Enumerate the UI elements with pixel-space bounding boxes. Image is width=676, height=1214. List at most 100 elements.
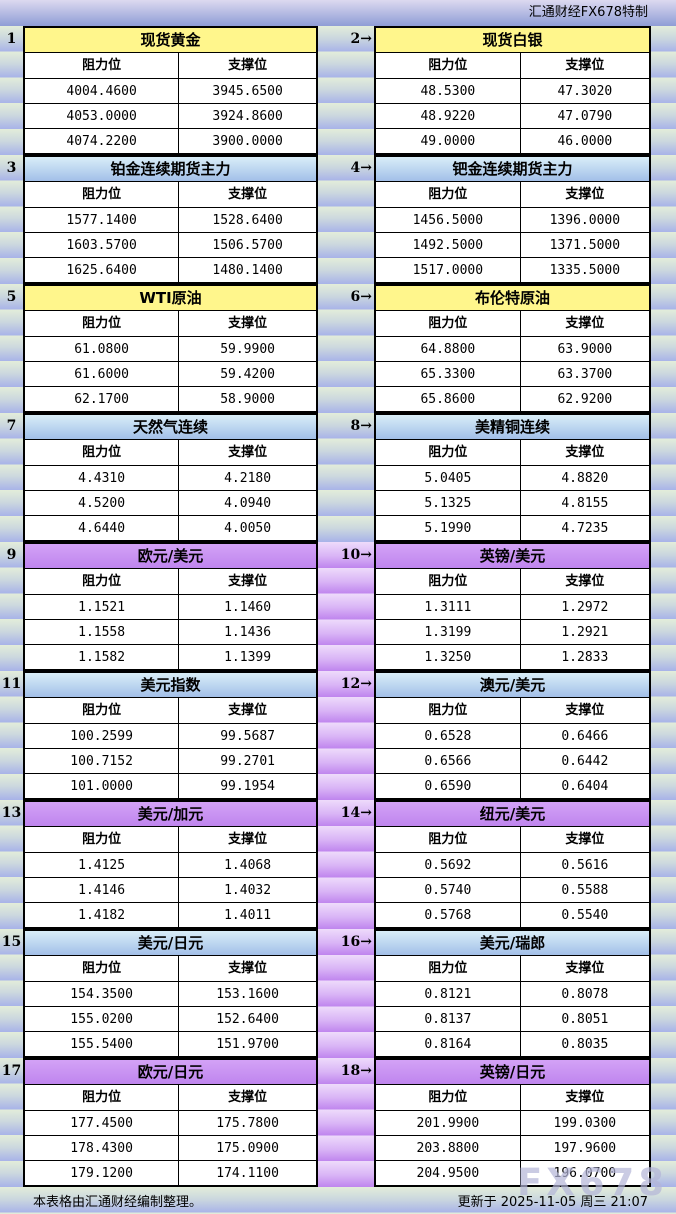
- support-value: 4.0050: [224, 520, 272, 536]
- panel-title: 英镑/日元: [376, 1060, 649, 1085]
- support-value: 1.1436: [224, 624, 272, 640]
- resistance-header: 阻力位: [25, 440, 180, 465]
- column-header-row: 阻力位 支撑位: [376, 698, 649, 724]
- footer-updated-timestamp: 更新于 2025-11-05 周三 21:07: [457, 1195, 648, 1210]
- table-row: 0.8164 0.8035: [376, 1032, 649, 1056]
- column-header-row: 阻力位 支撑位: [376, 1085, 649, 1111]
- table-row: 0.8121 0.8078: [376, 982, 649, 1007]
- support-value: 63.3700: [557, 366, 613, 382]
- column-header-row: 阻力位 支撑位: [25, 440, 316, 466]
- resistance-value: 4.4310: [25, 466, 180, 490]
- resistance-header: 阻力位: [376, 440, 521, 465]
- support-value: 58.9000: [220, 391, 275, 407]
- panel-title: 现货黄金: [25, 28, 316, 53]
- support-header: 支撑位: [228, 58, 268, 73]
- support-value: 197.9600: [553, 1140, 617, 1156]
- right-margin: [651, 413, 676, 542]
- resistance-header: 阻力位: [376, 569, 521, 594]
- panel-title: 铂金连续期货主力: [25, 157, 316, 182]
- resistance-header: 阻力位: [25, 956, 180, 981]
- resistance-value: 0.6590: [376, 774, 521, 798]
- table-row: 64.8800 63.9000: [376, 337, 649, 362]
- right-margin: [651, 800, 676, 929]
- resistance-header: 阻力位: [25, 827, 180, 852]
- table-row: 0.5740 0.5588: [376, 878, 649, 903]
- instrument-panel: 美元/日元 阻力位 支撑位 154.3500 153.1600 155.0200…: [23, 929, 318, 1058]
- table-row: 155.5400 151.9700: [25, 1032, 316, 1056]
- support-value: 175.7800: [216, 1115, 279, 1131]
- resistance-value: 4074.2200: [25, 129, 180, 153]
- support-value: 4.8820: [561, 470, 609, 486]
- support-value: 99.2701: [220, 753, 275, 769]
- panel-grid: 1 现货黄金 阻力位 支撑位 4004.4600 3945.6500 4053.…: [0, 26, 676, 1187]
- resistance-value: 5.1325: [376, 491, 521, 515]
- panel-title: 英镑/美元: [376, 544, 649, 569]
- support-value: 3900.0000: [212, 133, 283, 149]
- table-row: 5.1325 4.8155: [376, 491, 649, 516]
- row-number-arrow: 10→: [318, 542, 374, 671]
- resistance-header: 阻力位: [25, 1085, 180, 1110]
- support-value: 1335.5000: [549, 262, 621, 278]
- right-margin: [651, 284, 676, 413]
- support-value: 4.0940: [224, 495, 272, 511]
- support-header: 支撑位: [228, 316, 268, 331]
- support-value: 0.8078: [561, 986, 609, 1002]
- table-row: 1577.1400 1528.6400: [25, 208, 316, 233]
- support-value: 59.9900: [220, 341, 275, 357]
- support-header: 支撑位: [228, 445, 268, 460]
- resistance-value: 1.3199: [376, 620, 521, 644]
- column-header-row: 阻力位 支撑位: [376, 53, 649, 79]
- table-row: 1492.5000 1371.5000: [376, 233, 649, 258]
- support-header: 支撑位: [228, 832, 268, 847]
- support-value: 99.1954: [220, 778, 275, 794]
- support-value: 196.0700: [553, 1165, 617, 1181]
- panel-title: 欧元/美元: [25, 544, 316, 569]
- panel-row: 11 美元指数 阻力位 支撑位 100.2599 99.5687 100.715…: [0, 671, 676, 800]
- support-value: 1396.0000: [549, 212, 621, 228]
- table-row: 4.6440 4.0050: [25, 516, 316, 540]
- row-number-arrow: 12→: [318, 671, 374, 800]
- instrument-panel: 欧元/日元 阻力位 支撑位 177.4500 175.7800 178.4300…: [23, 1058, 318, 1187]
- support-value: 46.0000: [557, 133, 613, 149]
- table-row: 1603.5700 1506.5700: [25, 233, 316, 258]
- table-row: 0.6528 0.6466: [376, 724, 649, 749]
- row-number: 5: [6, 289, 17, 305]
- instrument-panel: 纽元/美元 阻力位 支撑位 0.5692 0.5616 0.5740 0.558…: [374, 800, 651, 929]
- resistance-value: 0.5740: [376, 878, 521, 902]
- resistance-value: 178.4300: [25, 1136, 180, 1160]
- support-value: 0.5540: [561, 907, 609, 923]
- support-value: 3945.6500: [212, 83, 283, 99]
- support-header: 支撑位: [565, 961, 605, 976]
- support-value: 99.5687: [220, 728, 275, 744]
- column-header-row: 阻力位 支撑位: [25, 311, 316, 337]
- panel-row: 9 欧元/美元 阻力位 支撑位 1.1521 1.1460 1.1558 1.1…: [0, 542, 676, 671]
- resistance-header: 阻力位: [376, 698, 521, 723]
- panel-row: 1 现货黄金 阻力位 支撑位 4004.4600 3945.6500 4053.…: [0, 26, 676, 155]
- resistance-value: 0.8121: [376, 982, 521, 1006]
- support-value: 4.7235: [561, 520, 609, 536]
- row-number: 15: [1, 934, 22, 950]
- support-value: 1506.5700: [212, 237, 283, 253]
- support-value: 0.5588: [561, 882, 609, 898]
- table-row: 204.9500 196.0700: [376, 1161, 649, 1185]
- support-header: 支撑位: [228, 1090, 268, 1105]
- support-value: 62.9200: [557, 391, 613, 407]
- instrument-panel: 美元/瑞郎 阻力位 支撑位 0.8121 0.8078 0.8137 0.805…: [374, 929, 651, 1058]
- support-header: 支撑位: [228, 703, 268, 718]
- panel-row: 3 铂金连续期货主力 阻力位 支撑位 1577.1400 1528.6400 1…: [0, 155, 676, 284]
- support-value: 3924.8600: [212, 108, 283, 124]
- resistance-value: 5.0405: [376, 466, 521, 490]
- table-row: 4074.2200 3900.0000: [25, 129, 316, 153]
- resistance-value: 1625.6400: [25, 258, 180, 282]
- row-number: 13: [1, 805, 22, 821]
- support-value: 47.0790: [557, 108, 613, 124]
- resistance-value: 0.6566: [376, 749, 521, 773]
- resistance-header: 阻力位: [376, 827, 521, 852]
- resistance-value: 1.4182: [25, 903, 180, 927]
- resistance-value: 49.0000: [376, 129, 521, 153]
- support-value: 0.6442: [561, 753, 609, 769]
- instrument-panel: 天然气连续 阻力位 支撑位 4.4310 4.2180 4.5200 4.094…: [23, 413, 318, 542]
- resistance-value: 101.0000: [25, 774, 180, 798]
- resistance-value: 4004.4600: [25, 79, 180, 103]
- row-number-arrow: 16→: [318, 929, 374, 1058]
